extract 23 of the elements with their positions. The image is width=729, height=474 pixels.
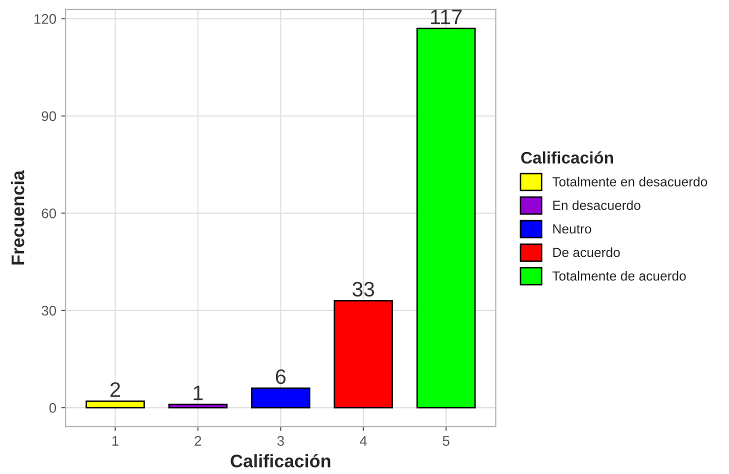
legend-label: En desacuerdo <box>553 200 640 210</box>
x-tick-label: 5 <box>442 436 450 446</box>
y-tick-label: 60 <box>42 208 56 218</box>
legend-title: Calificación <box>521 151 614 164</box>
data-label: 117 <box>431 10 462 24</box>
y-tick-label: 30 <box>42 306 56 316</box>
x-tick-label: 3 <box>277 436 284 446</box>
x-axis-title: Calificación <box>230 454 330 468</box>
data-label: 2 <box>110 382 120 397</box>
y-tick-label: 0 <box>49 402 56 413</box>
data-label: 6 <box>276 369 286 384</box>
x-tick-label: 4 <box>360 436 367 446</box>
legend-label: Totalmente en desacuerdo <box>552 176 708 186</box>
y-tick-label: 90 <box>42 111 56 122</box>
legend-label: Neutro <box>553 224 592 234</box>
legend-label: Totalmente de acuerdo <box>552 270 686 281</box>
y-tick-label: 120 <box>34 14 56 24</box>
legend-label: De acuerdo <box>553 247 620 258</box>
x-tick-label: 2 <box>194 436 202 446</box>
data-label: 33 <box>352 282 374 297</box>
x-tick-label: 1 <box>112 436 118 446</box>
y-axis-title: Frecuencia <box>11 170 24 264</box>
data-label: 1 <box>194 386 203 400</box>
